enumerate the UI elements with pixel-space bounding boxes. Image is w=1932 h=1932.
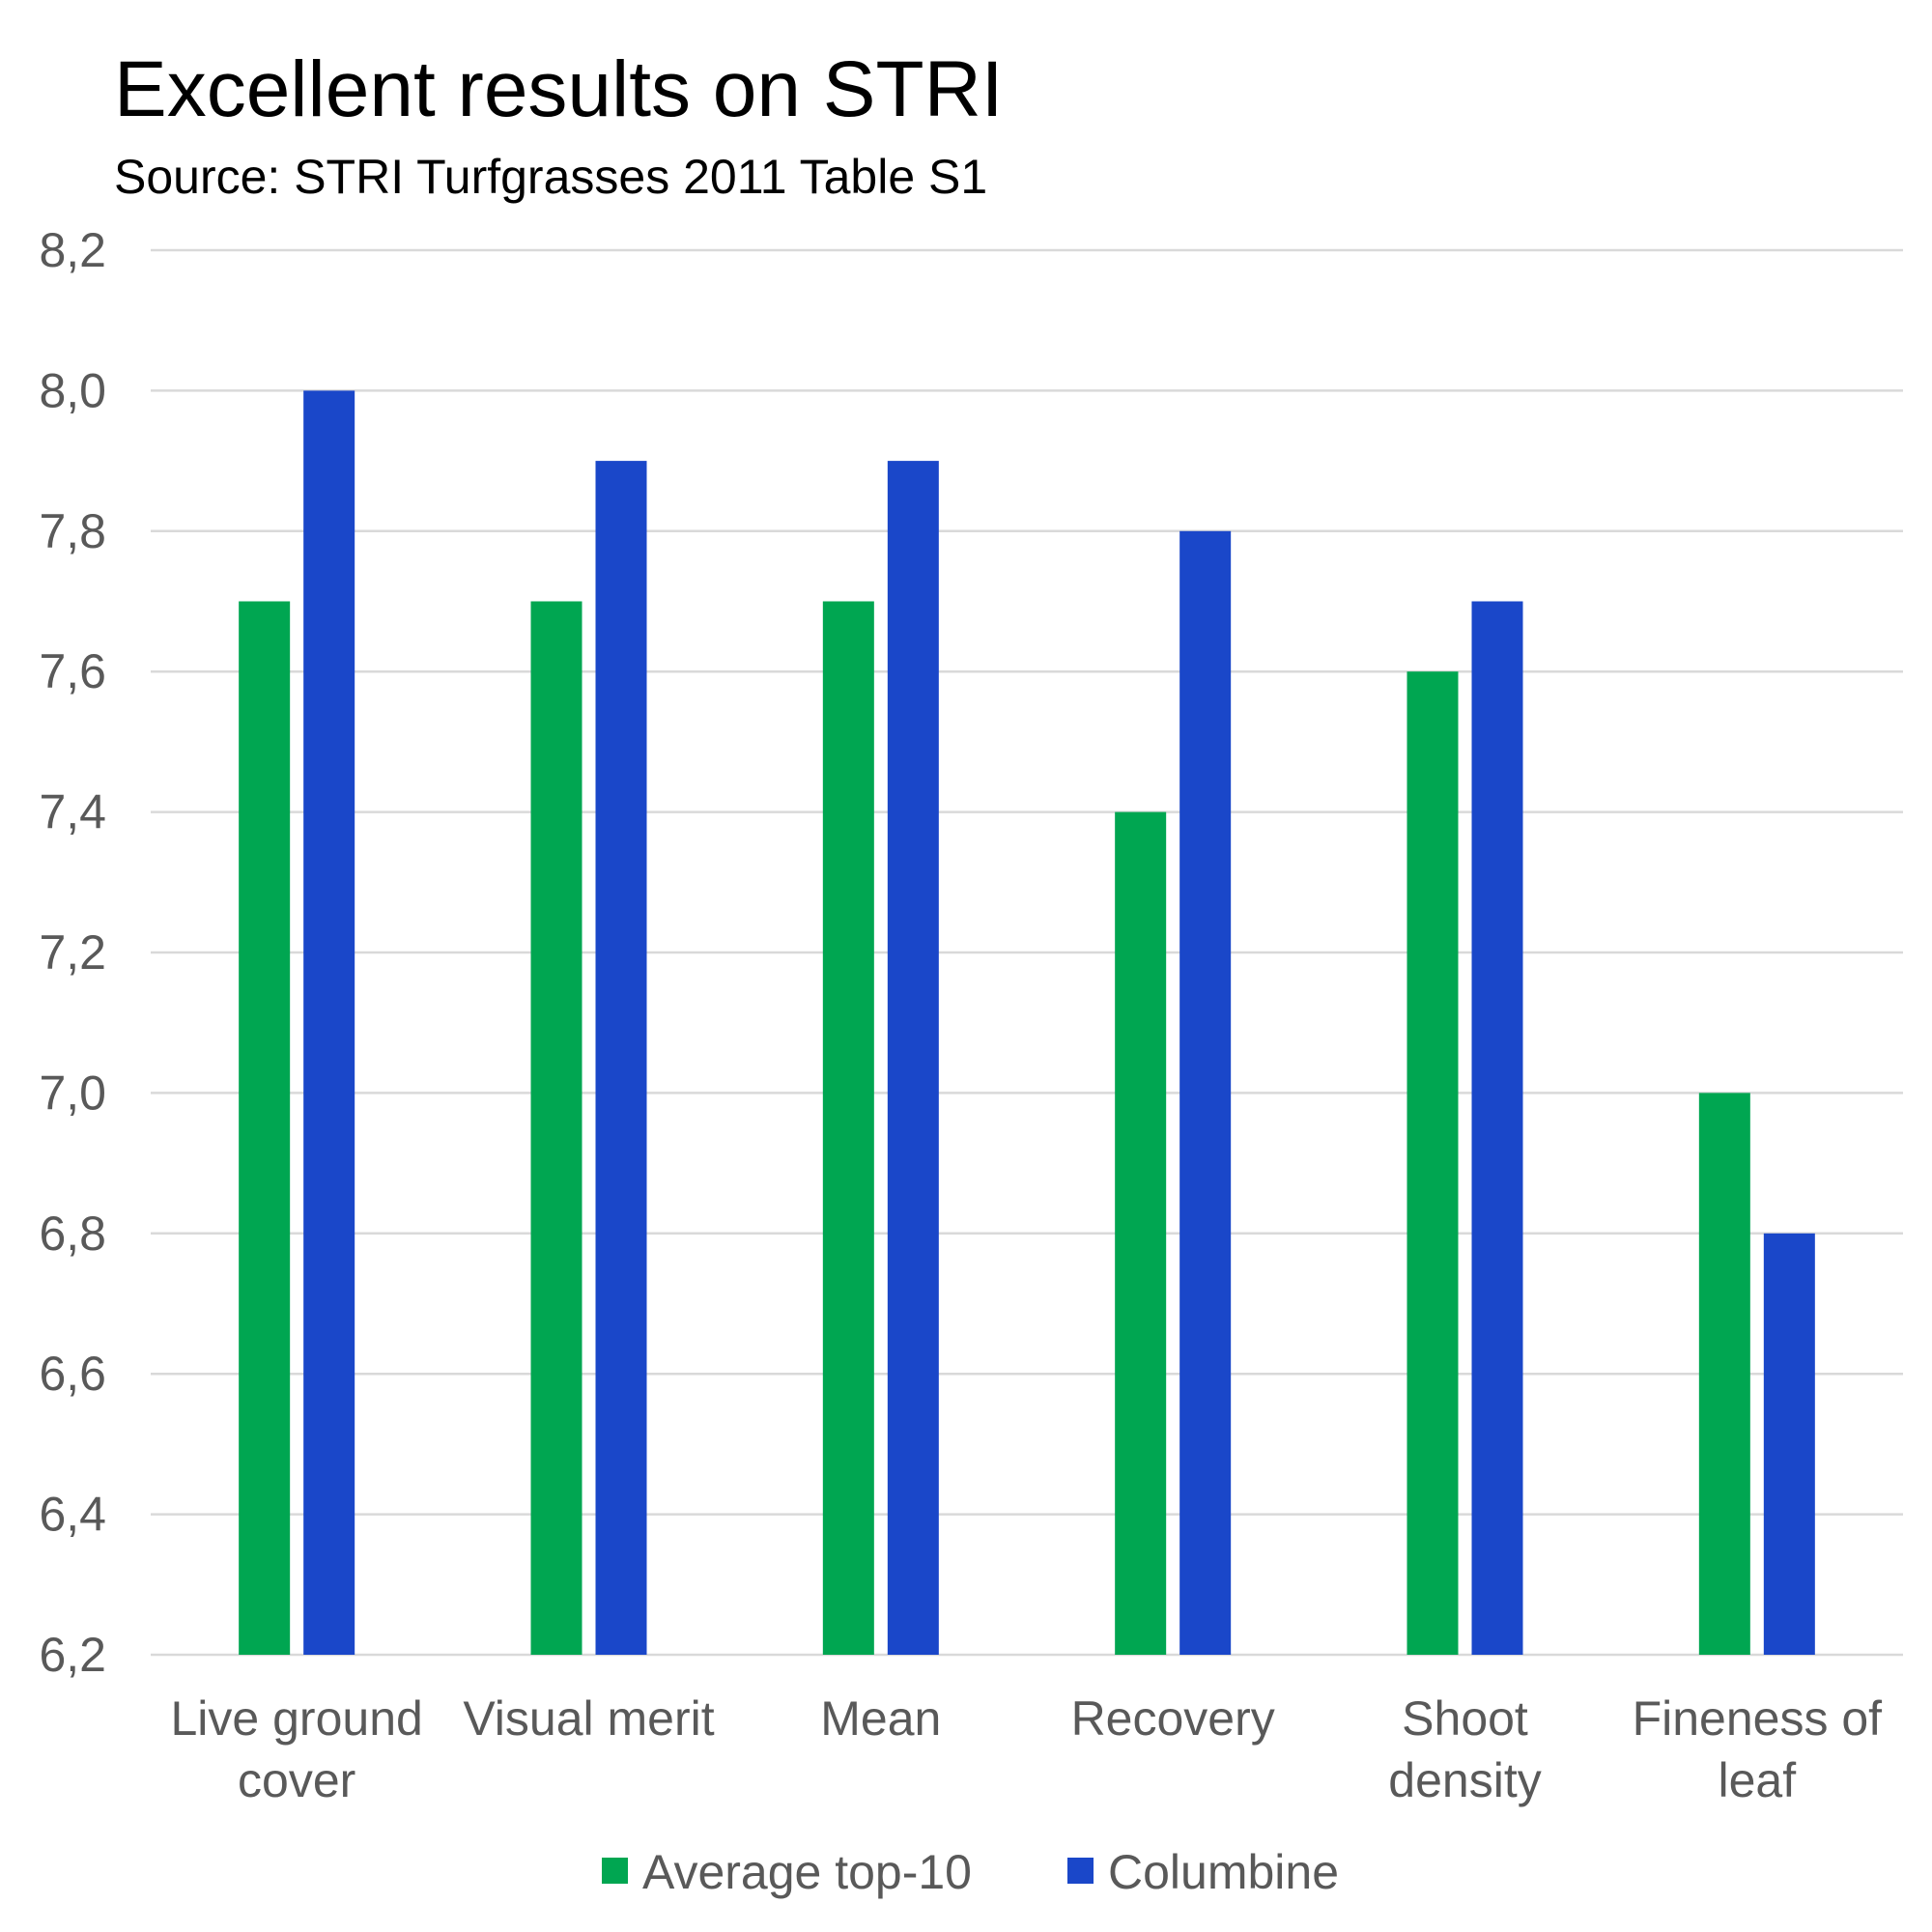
x-tick-label: leaf [1719, 1753, 1797, 1807]
y-tick-label: 6,6 [39, 1347, 106, 1401]
x-tick-label: Visual merit [463, 1691, 714, 1746]
y-tick-label: 6,4 [39, 1488, 106, 1542]
bar-average-top-10 [239, 601, 291, 1655]
bar-columbine [1763, 1233, 1815, 1655]
bar-average-top-10 [1115, 811, 1167, 1655]
chart-subtitle: Source: STRI Turfgrasses 2011 Table S1 [114, 150, 988, 204]
y-tick-label: 8,2 [39, 223, 106, 277]
x-tick-label: density [1388, 1753, 1541, 1807]
bar-columbine [887, 461, 939, 1656]
bar-average-top-10 [822, 601, 874, 1655]
legend-label: Columbine [1108, 1845, 1339, 1899]
bar-columbine [1471, 601, 1523, 1655]
x-tick-label: Mean [820, 1691, 941, 1746]
x-tick-label: Fineness of [1633, 1691, 1883, 1746]
legend-swatch [602, 1858, 628, 1884]
chart-title: Excellent results on STRI [114, 45, 1004, 133]
bar-columbine [595, 461, 647, 1656]
bar-average-top-10 [1406, 671, 1459, 1655]
y-tick-label: 7,4 [39, 785, 106, 839]
y-tick-label: 6,8 [39, 1207, 106, 1261]
y-tick-label: 8,0 [39, 363, 106, 417]
y-tick-label: 7,2 [39, 925, 106, 980]
legend-label: Average top-10 [642, 1845, 972, 1899]
x-tick-label: Shoot [1402, 1691, 1528, 1746]
y-tick-label: 7,6 [39, 644, 106, 698]
bar-columbine [303, 390, 355, 1655]
y-tick-label: 7,0 [39, 1065, 106, 1120]
y-tick-label: 6,2 [39, 1628, 106, 1682]
bar-average-top-10 [530, 601, 582, 1655]
bar-columbine [1179, 530, 1232, 1655]
bar-average-top-10 [1698, 1093, 1750, 1655]
x-tick-label: Live ground [171, 1691, 423, 1746]
x-tick-label: cover [238, 1753, 355, 1807]
y-tick-label: 7,8 [39, 504, 106, 558]
legend-swatch [1067, 1858, 1094, 1884]
x-tick-label: Recovery [1071, 1691, 1275, 1746]
